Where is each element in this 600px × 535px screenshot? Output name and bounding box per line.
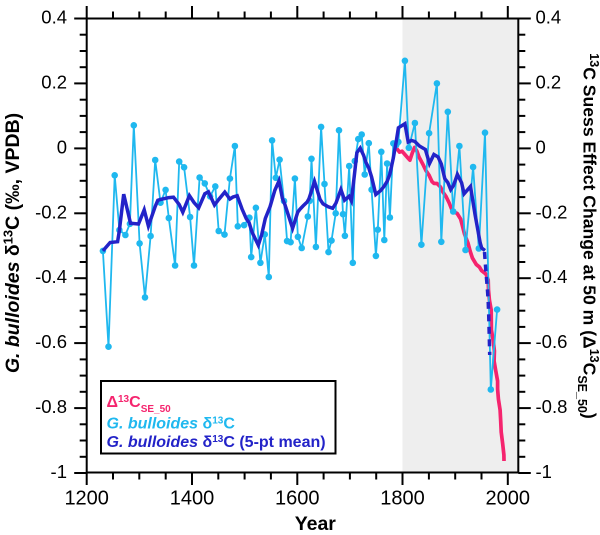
svg-text:1400: 1400 bbox=[170, 488, 215, 510]
svg-text:-0.2: -0.2 bbox=[536, 201, 568, 222]
svg-text:0.2: 0.2 bbox=[41, 71, 67, 92]
svg-text:2000: 2000 bbox=[486, 488, 531, 510]
svg-text:Year: Year bbox=[295, 513, 337, 535]
svg-text:0.4: 0.4 bbox=[41, 7, 67, 28]
svg-text:-0.2: -0.2 bbox=[35, 201, 67, 222]
svg-text:-0.6: -0.6 bbox=[35, 331, 67, 352]
svg-text:0: 0 bbox=[57, 136, 67, 157]
svg-text:G. bulloides δ13C (‰, VPDB): G. bulloides δ13C (‰, VPDB) bbox=[1, 113, 25, 373]
svg-text:G. bulloides δ13C (5-pt mean): G. bulloides δ13C (5-pt mean) bbox=[107, 434, 326, 451]
svg-text:-1: -1 bbox=[536, 461, 552, 482]
svg-text:1200: 1200 bbox=[64, 488, 109, 510]
svg-text:0.2: 0.2 bbox=[536, 71, 562, 92]
svg-text:-0.8: -0.8 bbox=[536, 396, 568, 417]
svg-text:1600: 1600 bbox=[275, 488, 320, 510]
svg-text:-1: -1 bbox=[51, 461, 67, 482]
svg-text:13C Suess Effect Change at 50: 13C Suess Effect Change at 50 m (Δ13CSE_… bbox=[575, 53, 600, 418]
svg-text:1800: 1800 bbox=[380, 488, 425, 510]
svg-text:0.4: 0.4 bbox=[536, 7, 562, 28]
svg-text:0: 0 bbox=[536, 136, 546, 157]
svg-text:-0.4: -0.4 bbox=[536, 266, 568, 287]
svg-text:-0.6: -0.6 bbox=[536, 331, 568, 352]
svg-text:G. bulloides δ13C: G. bulloides δ13C bbox=[107, 415, 236, 432]
svg-text:-0.8: -0.8 bbox=[35, 396, 67, 417]
svg-text:-0.4: -0.4 bbox=[35, 266, 67, 287]
